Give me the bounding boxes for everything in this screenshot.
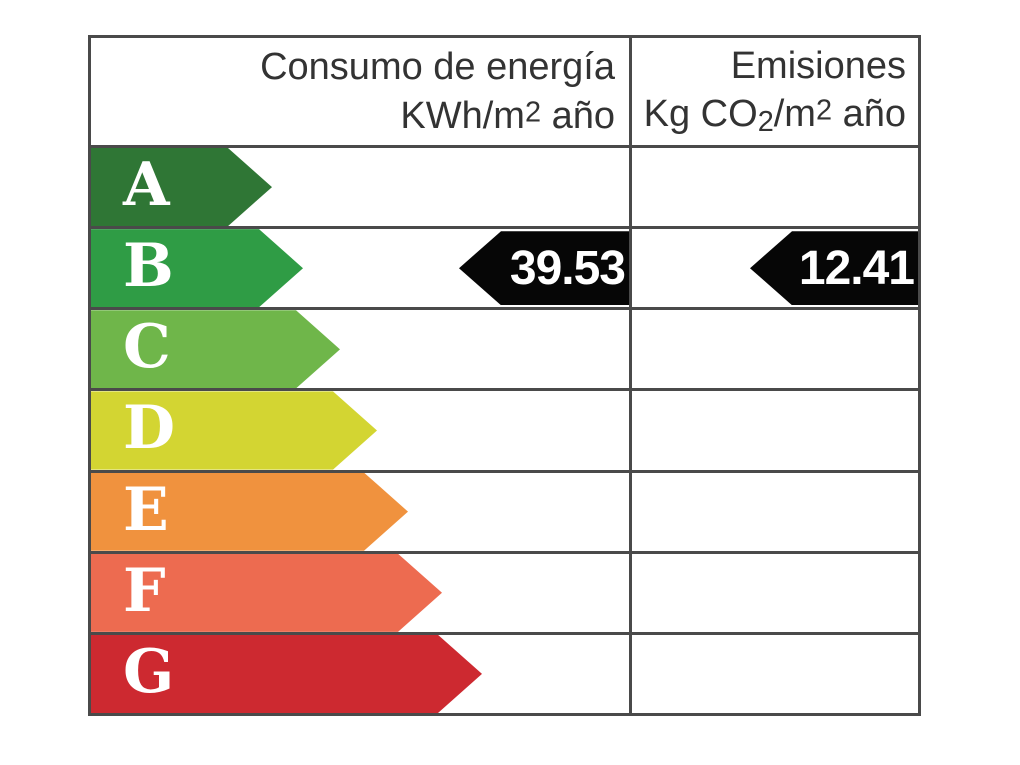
consumption-unit: KWh/m2 año (400, 94, 615, 137)
rating-row-a: A (91, 148, 918, 230)
emissions-cell (632, 310, 918, 388)
consumption-cell: B 39.53 (91, 229, 632, 308)
rating-letter: A (123, 150, 170, 221)
emissions-title: Emisiones (730, 44, 906, 87)
emissions-cell (632, 473, 918, 551)
consumption-title: Consumo de energía (260, 46, 615, 89)
consumption-value-arrow: 39.53 (459, 231, 629, 306)
emissions-cell (632, 635, 918, 713)
rating-rows: A B 39.53 12.41 C (91, 148, 918, 713)
rating-row-c: C (91, 310, 918, 392)
consumption-header: Consumo de energía KWh/m2 año (91, 38, 632, 145)
consumption-cell: G (91, 634, 632, 713)
rating-bar-b: B (91, 229, 303, 307)
rating-letter: F (123, 555, 166, 626)
consumption-cell: A (91, 148, 632, 227)
table-header: Consumo de energía KWh/m2 año Emisiones … (91, 38, 918, 148)
rating-row-e: E (91, 472, 918, 554)
rating-bar-c: C (91, 310, 340, 388)
consumption-cell: F (91, 553, 632, 632)
rating-letter: B (123, 231, 174, 302)
consumption-cell: D (91, 391, 632, 470)
rating-bar-d: D (91, 391, 377, 469)
consumption-cell: E (91, 472, 632, 551)
rating-letter: D (123, 393, 176, 464)
emissions-value-arrow: 12.41 (750, 231, 918, 306)
emissions-value: 12.41 (798, 241, 915, 295)
rating-row-d: D (91, 391, 918, 473)
rating-row-g: G (91, 634, 918, 713)
emissions-cell (632, 148, 918, 226)
rating-bar-e: E (91, 473, 408, 551)
rating-letter: E (123, 474, 169, 545)
rating-bar-f: F (91, 554, 442, 632)
emissions-unit: Kg CO2/m2 año (643, 93, 906, 139)
rating-bar-a: A (91, 148, 272, 226)
rating-row-b: B 39.53 12.41 (91, 229, 918, 311)
rating-bar-g: G (91, 635, 482, 713)
emissions-cell (632, 391, 918, 469)
rating-letter: C (123, 312, 171, 383)
emissions-cell: 12.41 (632, 229, 918, 307)
rating-table: Consumo de energía KWh/m2 año Emisiones … (88, 35, 921, 716)
emissions-header: Emisiones Kg CO2/m2 año (632, 38, 918, 145)
emissions-cell (632, 554, 918, 632)
rating-letter: G (123, 636, 175, 707)
consumption-cell: C (91, 310, 632, 389)
consumption-value: 39.53 (509, 241, 626, 295)
rating-row-f: F (91, 553, 918, 635)
